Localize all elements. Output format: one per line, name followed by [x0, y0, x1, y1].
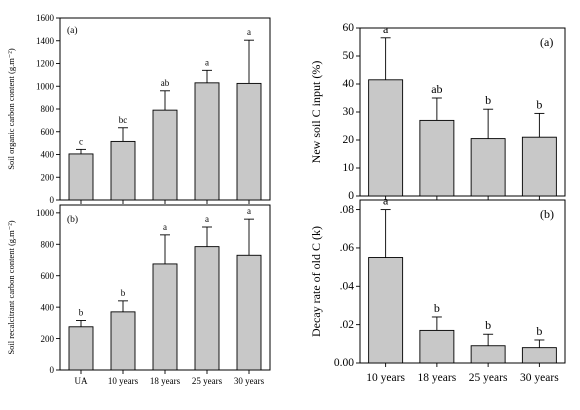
right_a-significance-label: b — [536, 97, 542, 111]
right_a-ylabel: New soil C input (%) — [309, 61, 323, 164]
right_b-ytick-label: .04 — [340, 280, 355, 292]
left_b-bar — [152, 263, 178, 371]
left_b-significance-label: b — [79, 308, 84, 318]
left_a-panel-label: (a) — [67, 25, 78, 36]
right_b-plot-frame — [359, 199, 566, 364]
right_b-xtick-label: 18 years — [418, 372, 457, 384]
left_b-significance-label: a — [205, 214, 209, 224]
left_b-xtick-label: UA — [75, 376, 88, 386]
left_a-ytick-label: 1200 — [36, 59, 55, 69]
left_a-bar — [68, 153, 94, 201]
left_a-significance-label: a — [205, 57, 209, 67]
right_a-ytick-label: 0 — [348, 190, 354, 202]
right_a-ytick-label: 60 — [343, 22, 355, 34]
left_a-significance-label: ab — [161, 78, 170, 88]
right_a-bar — [521, 136, 557, 197]
left_a-ytick-label: 400 — [41, 150, 55, 160]
right_b-ytick-label: 0.00 — [334, 357, 354, 369]
right_a-bar — [368, 79, 404, 197]
left_a-ytick-label: 200 — [41, 172, 55, 182]
right_a-significance-label: a — [383, 22, 389, 36]
left_a-ytick-label: 0 — [50, 195, 55, 205]
left_a-significance-label: a — [247, 27, 251, 37]
right_b-significance-label: a — [383, 194, 389, 208]
left_b-bar — [194, 246, 220, 371]
left_b-panel-label: (b) — [67, 214, 78, 225]
right_b-ylabel: Decay rate of old C (k) — [309, 226, 323, 337]
left_b-ytick-label: 600 — [41, 271, 55, 281]
left_a-ytick-label: 600 — [41, 127, 55, 137]
left_a-ylabel: Soil organic carbon content (g.m⁻²) — [6, 48, 16, 170]
left_a-bar — [152, 109, 178, 201]
left_b-ytick-label: 1000 — [36, 208, 55, 218]
right_b-xtick-label: 10 years — [366, 372, 405, 384]
right_a-significance-label: ab — [431, 82, 442, 96]
right_b-panel-label: (b) — [540, 207, 554, 221]
right_a-significance-label: b — [485, 93, 491, 107]
left_a-bar — [110, 140, 136, 201]
right_b-bar — [521, 347, 557, 364]
right_b-ytick-label: .08 — [340, 204, 355, 216]
left_a-ytick-label: 1400 — [36, 36, 55, 46]
right_a-bar — [419, 119, 455, 197]
left_b-ytick-label: 800 — [41, 239, 55, 249]
right_a-ytick-label: 30 — [343, 106, 355, 118]
left_b-bar — [110, 311, 136, 371]
left_a-ytick-label: 1600 — [36, 13, 55, 23]
right_b-ytick-label: .06 — [340, 242, 355, 254]
left_b-xtick-label: 10 years — [108, 376, 139, 386]
right_b-significance-label: b — [485, 318, 491, 332]
right_a-ytick-label: 50 — [343, 50, 355, 62]
left_a-ytick-label: 1000 — [36, 81, 55, 91]
left_b-ytick-label: 400 — [41, 302, 55, 312]
left_b-bar — [68, 326, 94, 371]
left_b-significance-label: b — [121, 288, 126, 298]
left_b-xtick-label: 18 years — [150, 376, 181, 386]
left_b-ylabel: Soil recalcitrant carbon content (g.m⁻²) — [6, 220, 16, 354]
left_b-xtick-label: 30 years — [234, 376, 265, 386]
right_b-bar — [368, 257, 404, 364]
left_a-bar — [194, 82, 220, 201]
right_a-ytick-label: 20 — [343, 134, 355, 146]
right_a-ytick-label: 40 — [343, 78, 355, 90]
left_b-xtick-label: 25 years — [192, 376, 223, 386]
left_a-significance-label: c — [79, 136, 83, 146]
right_a-ytick-label: 10 — [343, 162, 355, 174]
left_b-ytick-label: 0 — [50, 365, 55, 375]
right_b-ytick-label: .02 — [340, 319, 355, 331]
right_b-significance-label: b — [536, 324, 542, 338]
left_b-bar — [236, 254, 262, 371]
left_b-significance-label: a — [247, 206, 251, 216]
left_b-significance-label: a — [163, 222, 167, 232]
left_a-bar — [236, 82, 262, 201]
right_a-bar — [470, 138, 506, 197]
left_b-ytick-label: 200 — [41, 334, 55, 344]
right_a-panel-label: (a) — [540, 35, 553, 49]
right_b-significance-label: b — [434, 301, 440, 315]
left_a-significance-label: bc — [119, 115, 128, 125]
right_b-bar — [470, 345, 506, 364]
right_b-xtick-label: 25 years — [469, 372, 508, 384]
right_b-bar — [419, 329, 455, 364]
right_b-xtick-label: 30 years — [520, 372, 559, 384]
left_a-ytick-label: 800 — [41, 104, 55, 114]
